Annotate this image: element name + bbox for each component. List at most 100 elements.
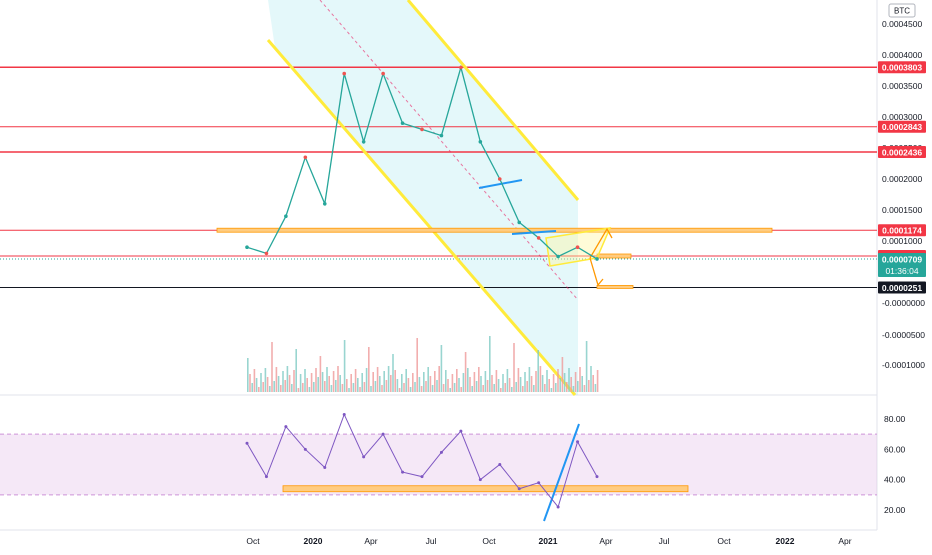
time-tick: Apr <box>364 536 377 546</box>
volume-bar <box>522 386 524 392</box>
volume-bar <box>288 375 291 392</box>
volume-bar <box>313 382 315 392</box>
volume-bar <box>438 366 440 392</box>
volume-bar <box>431 385 434 392</box>
volume-bar <box>299 374 302 392</box>
rsi-point <box>362 455 366 459</box>
rsi-pane <box>0 412 877 522</box>
volume-bar <box>462 373 465 392</box>
rsi-point <box>537 481 541 485</box>
volume-bar <box>526 381 528 392</box>
volume-bar <box>295 349 297 392</box>
current-price-text: 0.0000709 <box>882 255 922 265</box>
volume-bar <box>273 381 275 392</box>
price-tick: 0.0003000 <box>882 112 922 122</box>
volume-bar <box>359 387 361 392</box>
volume-bar <box>247 358 249 392</box>
volume-bar <box>317 377 319 392</box>
volume-bar <box>482 385 484 392</box>
volume-bar <box>442 384 445 392</box>
volume-bar <box>350 374 352 392</box>
volume-bar <box>420 386 423 392</box>
volume-bar <box>563 373 566 392</box>
volume-bar <box>449 388 451 392</box>
volume-bar <box>293 370 295 392</box>
volume-bar <box>530 376 533 392</box>
volume-bar <box>566 382 568 392</box>
volume-bar <box>511 387 513 392</box>
trend-blue-1 <box>478 179 523 189</box>
volume-bar <box>297 388 300 392</box>
rsi-point <box>381 432 385 436</box>
volume-bar <box>326 367 328 392</box>
level-label-bg <box>878 224 926 237</box>
volume-bar <box>574 372 577 392</box>
volume-bar <box>594 384 597 392</box>
volume-bar <box>429 376 432 392</box>
volume-bar <box>544 384 546 392</box>
rsi-point <box>342 412 346 416</box>
rsi-tick: 20.00 <box>884 505 906 515</box>
volume-bar <box>550 388 553 392</box>
volume-bar <box>337 366 339 392</box>
volume-bar <box>453 383 456 392</box>
price-point <box>556 254 560 259</box>
rsi-tick: 80.00 <box>884 414 906 424</box>
price-tick: 0.0004500 <box>882 19 922 29</box>
volume-bar <box>403 383 405 392</box>
volume-bar <box>561 357 564 392</box>
price-point <box>284 214 288 218</box>
volume-bar <box>365 368 368 392</box>
volume-bar <box>546 370 548 392</box>
rsi-point <box>401 470 405 474</box>
volume-bar <box>541 375 544 392</box>
volume-bar <box>491 375 493 392</box>
main-pane <box>0 0 878 531</box>
volume-bar <box>592 375 594 392</box>
level-label: 0.0002436 <box>878 145 926 158</box>
volume-bar <box>291 384 293 392</box>
volume-bar <box>304 369 306 392</box>
price-point <box>400 121 405 125</box>
currency-badge: BTC <box>894 7 910 16</box>
rsi-point <box>576 440 580 444</box>
volume-bar <box>596 370 599 392</box>
rsi-point <box>517 487 521 491</box>
volume-bar <box>361 373 363 392</box>
volume-bar <box>473 372 476 392</box>
volume-bar <box>271 342 273 392</box>
rsi-trendline <box>543 423 580 522</box>
volume-bar <box>306 378 308 392</box>
price-tick: 0.0001500 <box>882 205 922 215</box>
volume-bar <box>266 377 269 392</box>
volume-bar <box>398 388 401 392</box>
price-point <box>439 133 444 138</box>
volume-bar <box>508 378 511 392</box>
support-zone <box>596 253 632 259</box>
volume-bar <box>374 381 377 392</box>
rsi-tick: 60.00 <box>884 444 906 454</box>
arrow-down <box>589 257 604 287</box>
volume-bar <box>416 338 418 392</box>
rsi-zone <box>282 485 689 493</box>
level-label-bg <box>878 120 926 133</box>
volume-bar <box>436 380 438 392</box>
volume-bar <box>412 373 414 392</box>
volume-bar <box>418 377 421 392</box>
volume-bar <box>346 379 348 392</box>
volume-bar <box>464 352 467 392</box>
volume-bar <box>258 387 260 392</box>
volume-bar <box>282 371 284 392</box>
volume-bar <box>447 379 449 392</box>
volume-bar <box>517 368 520 392</box>
price-point <box>322 202 327 206</box>
volume-bar <box>480 376 482 392</box>
volume-bar <box>328 376 330 392</box>
volume-bar <box>315 368 317 392</box>
price-tick: 0.0001000 <box>882 236 922 246</box>
volume-bar <box>535 371 537 392</box>
rsi-point <box>264 475 268 479</box>
rsi-point <box>498 463 502 466</box>
